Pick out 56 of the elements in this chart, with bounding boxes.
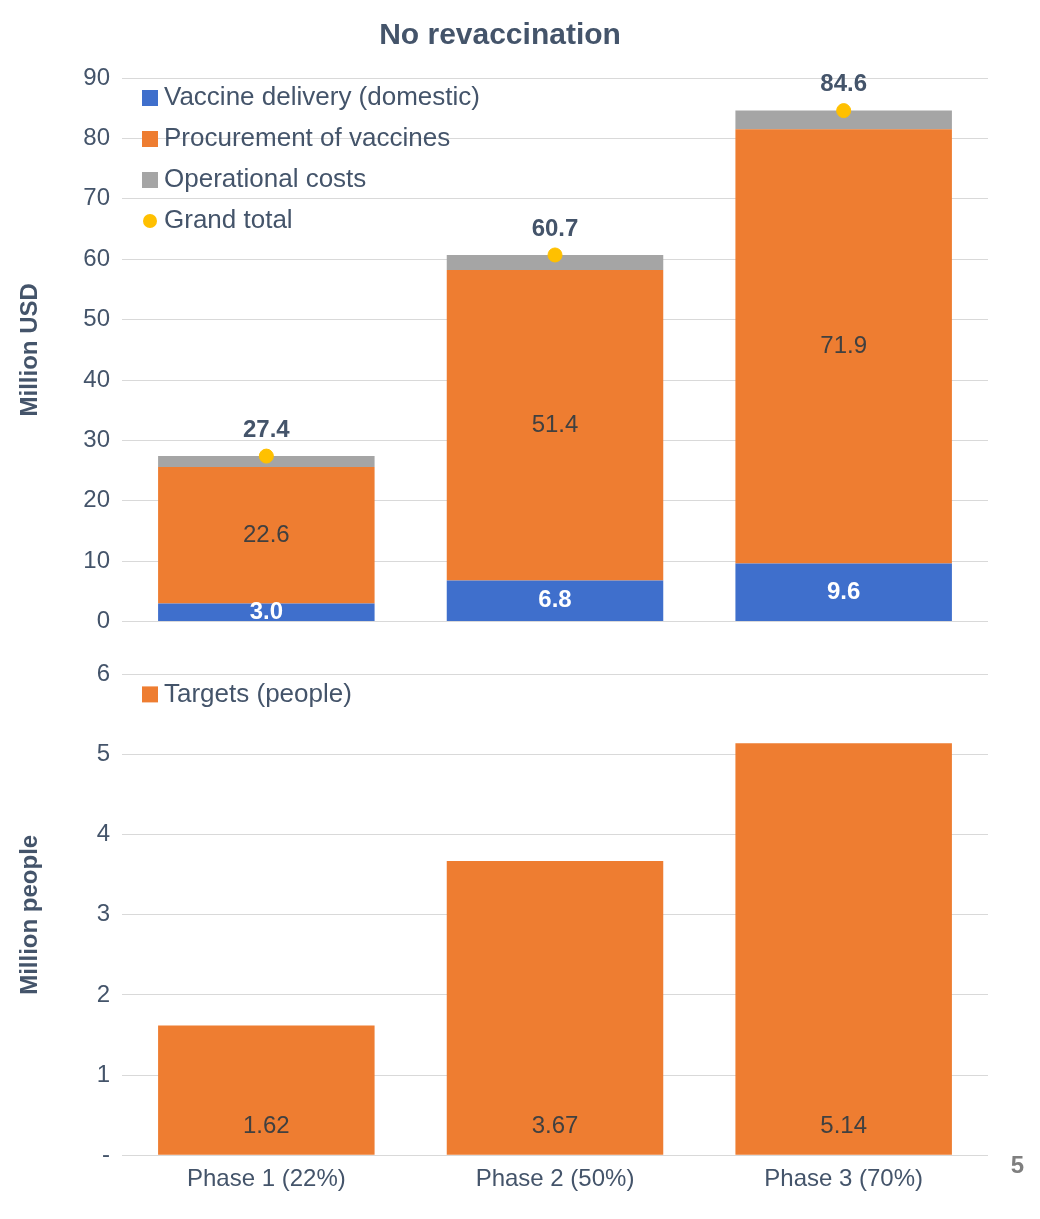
y-tick-label: 20 [83, 485, 110, 513]
bar [446, 270, 664, 581]
y-tick-label: 0 [96, 606, 110, 634]
point [547, 247, 563, 263]
y-axis-title: Million USD [15, 283, 43, 417]
bar [735, 129, 952, 564]
y-tick-label: 4 [96, 819, 110, 847]
y-tick-label: 90 [83, 62, 110, 90]
data-label: 3.0 [249, 596, 284, 624]
y-tick-label: 80 [83, 123, 110, 151]
y-tick-label: 6 [96, 659, 110, 687]
point [836, 103, 852, 119]
data-label: 1.62 [242, 1111, 290, 1139]
bar [158, 1025, 375, 1155]
data-label: 22.6 [242, 519, 290, 547]
y-tick-label: 2 [96, 979, 110, 1007]
legend-label: Targets (people) [164, 677, 352, 708]
text: 5 [1010, 1150, 1024, 1178]
y-tick-label: 5 [96, 739, 110, 767]
y-tick-label: 60 [83, 243, 110, 271]
data-label: 71.9 [820, 331, 868, 359]
y-tick-label: 40 [83, 364, 110, 392]
bar [735, 110, 952, 130]
legend-label: Procurement of vaccines [164, 122, 451, 153]
legend-label: Operational costs [164, 163, 367, 194]
y-tick-label: 1 [96, 1059, 110, 1087]
y-tick-label: 30 [83, 425, 110, 453]
y-tick-label: 50 [83, 304, 110, 332]
data-label: 27.4 [242, 414, 291, 442]
bar [446, 254, 664, 271]
bar [158, 456, 375, 467]
legend-label: Grand total [164, 204, 293, 235]
data-label: 51.4 [531, 409, 579, 437]
x-tick-label: Phase 1 (22%) [186, 1164, 346, 1192]
y-axis-title: Million people [15, 834, 43, 995]
data-label: 6.8 [538, 585, 572, 613]
data-label: 5.14 [820, 1111, 868, 1139]
point [258, 448, 274, 464]
data-label: 9.6 [826, 576, 861, 604]
x-tick-label: Phase 2 (50%) [475, 1164, 635, 1192]
bar [735, 743, 952, 1155]
bar [735, 563, 952, 622]
y-tick-label: - [102, 1139, 110, 1167]
data-label: 3.67 [531, 1111, 579, 1139]
data-label: 60.7 [531, 213, 579, 241]
bar [158, 603, 375, 622]
y-tick-label: 3 [96, 899, 110, 927]
bar [446, 861, 664, 1155]
y-tick-label: 10 [83, 545, 110, 573]
bar [446, 580, 664, 622]
legend-label: Vaccine delivery (domestic) [164, 81, 480, 112]
y-tick-label: 70 [83, 183, 110, 211]
x-tick-label: Phase 3 (70%) [764, 1164, 924, 1192]
data-label: 84.6 [820, 69, 868, 97]
bar [158, 466, 375, 604]
chart-title: No revaccination [379, 17, 621, 51]
